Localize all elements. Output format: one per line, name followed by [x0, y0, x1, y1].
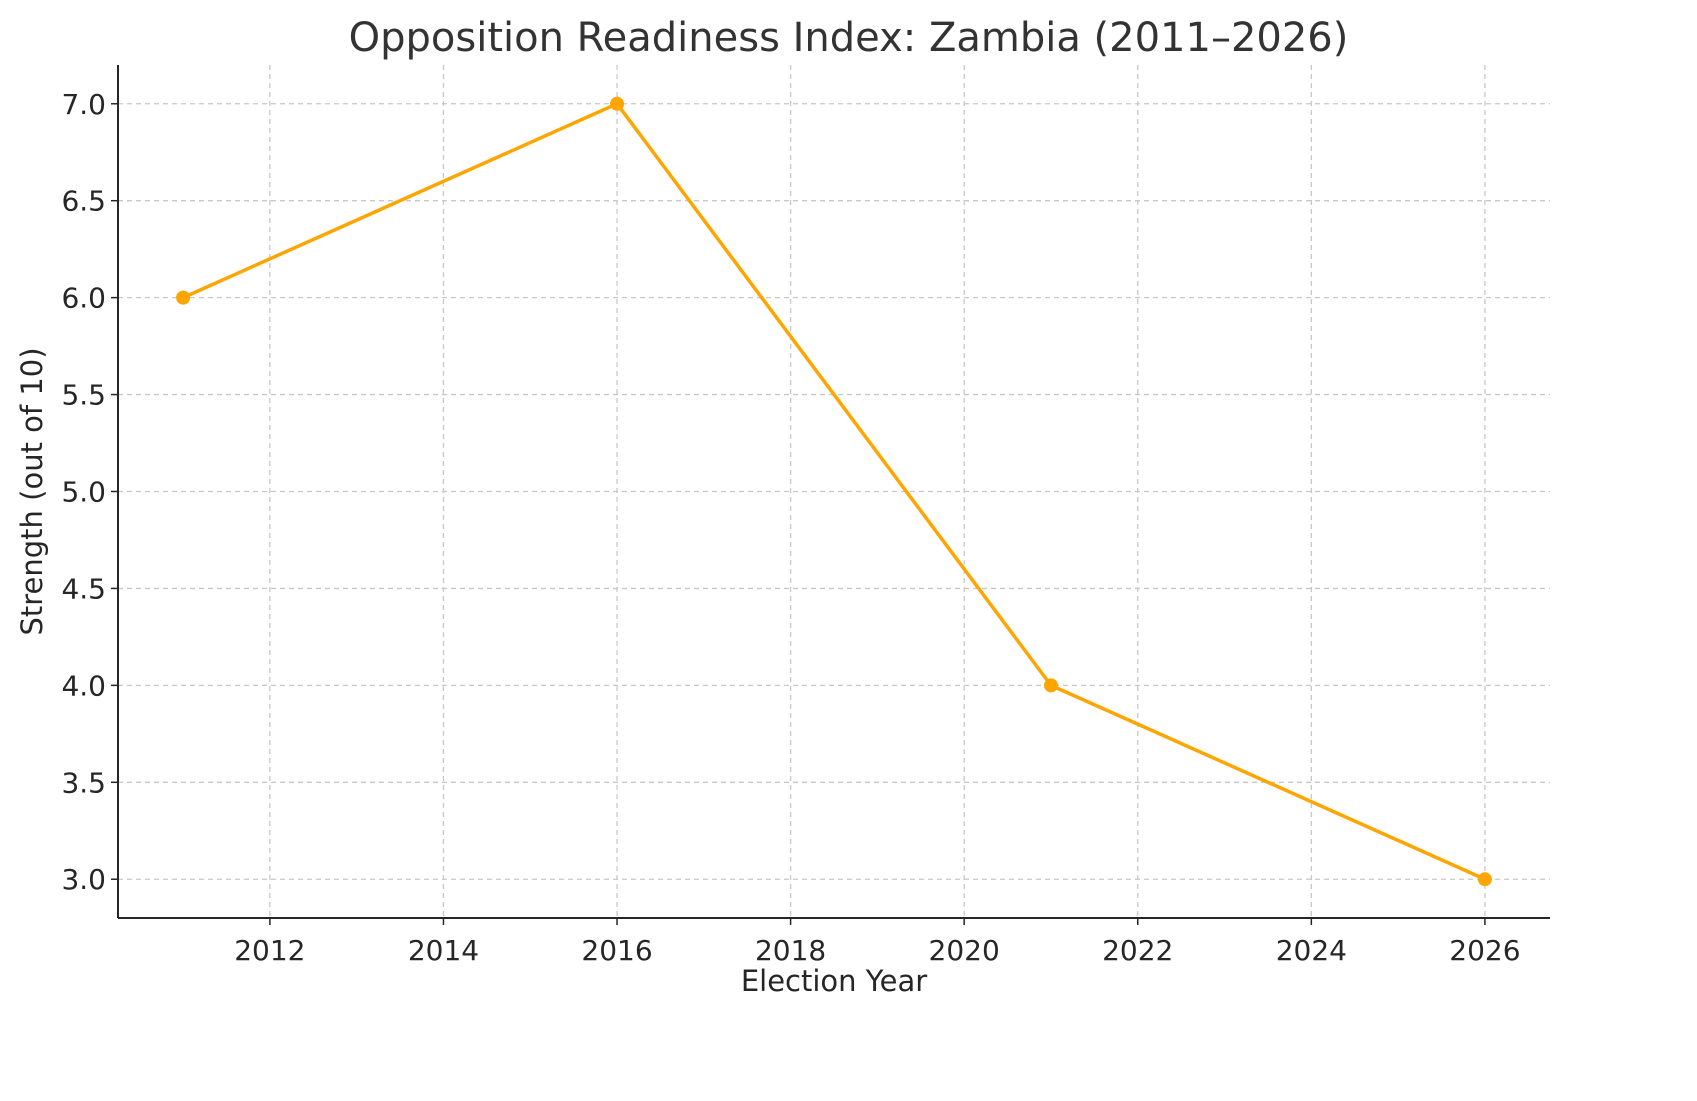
- x-tick-label: 2022: [1102, 934, 1173, 967]
- x-tick-label: 2014: [408, 934, 479, 967]
- data-point: [610, 96, 625, 111]
- grid-lines: [118, 65, 1550, 918]
- axes: [111, 65, 1550, 925]
- data-point: [176, 290, 191, 305]
- chart-title: Opposition Readiness Index: Zambia (2011…: [348, 15, 1349, 61]
- x-tick-label: 2026: [1449, 934, 1520, 967]
- x-tick-label: 2020: [929, 934, 1000, 967]
- y-tick-label: 6.5: [61, 185, 106, 218]
- x-axis-title: Election Year: [741, 964, 927, 998]
- x-tick-label: 2018: [755, 934, 826, 967]
- series-line: [182, 102, 1486, 881]
- y-tick-label: 6.0: [61, 282, 106, 315]
- data-point: [1477, 872, 1492, 887]
- x-tick-label: 2016: [581, 934, 652, 967]
- y-tick-label: 3.0: [61, 863, 106, 896]
- y-tick-label: 5.0: [61, 476, 106, 509]
- y-tick-label: 4.5: [61, 572, 106, 605]
- y-axis-title: Strength (out of 10): [15, 347, 49, 635]
- y-tick-label: 4.0: [61, 669, 106, 702]
- x-tick-label: 2024: [1276, 934, 1347, 967]
- tick-labels: 2012 2014 2016 2018 2020 2022 2024 2026 3.0 3.5 4.…: [61, 88, 1520, 967]
- series-layer: [176, 96, 1492, 887]
- y-tick-label: 3.5: [61, 766, 106, 799]
- y-tick-label: 7.0: [61, 88, 106, 121]
- y-tick-label: 5.5: [61, 379, 106, 412]
- x-tick-label: 2012: [234, 934, 305, 967]
- data-point: [1043, 678, 1058, 693]
